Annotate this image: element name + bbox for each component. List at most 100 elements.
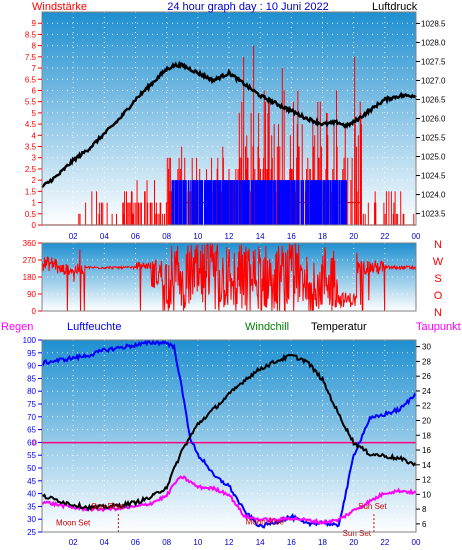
pressure-tick-label: 1025.0 — [421, 153, 446, 162]
temperature-tick-label: 16 — [422, 446, 431, 455]
direction-tick-label: 270 — [23, 256, 37, 265]
wind-axis-ticks: 0 0.5 1 1.5 2 2.5 3 3.5 4 4.5 5 5.5 6 6.5 7 7.5 8 8.5 9 — [25, 19, 42, 230]
wind-tick-label: 8 — [32, 42, 37, 51]
humidity-tick-label: 45 — [27, 477, 36, 486]
humidity-tick-label: 95 — [27, 349, 36, 358]
time-tick-label: 16 — [287, 232, 296, 241]
compass-label: N — [434, 307, 442, 319]
compass-label: O — [434, 290, 443, 302]
time-tick-label: 20 — [349, 232, 358, 241]
pressure-tick-label: 1026.0 — [421, 115, 446, 124]
pressure-tick-label: 1024.0 — [421, 191, 446, 200]
pressure-tick-label: 1028.0 — [421, 38, 446, 47]
time-tick-label: 10 — [193, 538, 202, 547]
temperature-tick-label: 18 — [422, 431, 431, 440]
legend-temperatur: Temperatur — [311, 321, 367, 333]
wind-tick-label: 3 — [32, 154, 37, 163]
sun-moon-annotation: Moon Set — [56, 519, 91, 528]
time-axis-ticks-top: 02 04 06 08 10 12 14 16 18 20 22 00 — [69, 232, 421, 241]
compass-label: N — [434, 239, 442, 251]
direction-tick-label: 0 — [32, 307, 37, 316]
wind-tick-label: 0.5 — [25, 210, 37, 219]
time-tick-label: 18 — [318, 538, 327, 547]
wind-tick-label: 5.5 — [25, 98, 37, 107]
humidity-line — [41, 339, 417, 529]
humidity-tick-label: 50 — [27, 464, 36, 473]
wind-tick-label: 5 — [32, 109, 37, 118]
time-tick-label: 06 — [131, 232, 140, 241]
header-title: 24 hour graph day : 10 Juni 2022 — [167, 1, 328, 13]
compass-label: W — [433, 256, 444, 268]
temperature-tick-label: 24 — [422, 387, 431, 396]
humidity-tick-label: 55 — [27, 451, 36, 460]
time-tick-label: 22 — [380, 232, 389, 241]
wind-tick-label: 1.5 — [25, 187, 37, 196]
humidity-tick-label: 25 — [27, 528, 36, 537]
wind-tick-label: 4 — [32, 131, 37, 140]
sun-moon-annotation: Sun Rise — [91, 502, 124, 511]
humidity-tick-label: 85 — [27, 374, 36, 383]
zero-line-label: 0 — [33, 439, 38, 448]
legend-windchill: Windchill — [245, 321, 289, 333]
temperature-axis-ticks: 6 8 10 12 14 16 18 20 22 24 26 28 30 — [416, 343, 431, 529]
temperature-tick-label: 12 — [422, 476, 431, 485]
sun-moon-annotation: Moon Rise — [246, 517, 285, 526]
wind-tick-label: 0 — [32, 221, 37, 230]
direction-axis-ticks: 0 90 180 270 360 — [23, 239, 42, 316]
wind-direction-line — [41, 242, 417, 313]
temperature-line — [41, 353, 417, 512]
panel-wind-pressure: 0 0.5 1 1.5 2 2.5 3 3.5 4 4.5 5 5.5 6 6.5 7 7.5 8 8.5 9 10… — [25, 11, 446, 241]
time-tick-label: 10 — [193, 232, 202, 241]
sun-moon-annotation: Sun Set — [343, 529, 372, 538]
temperature-tick-label: 10 — [422, 490, 431, 499]
time-tick-label: 22 — [380, 538, 389, 547]
temperature-tick-label: 20 — [422, 416, 431, 425]
pressure-tick-label: 1025.5 — [421, 134, 446, 143]
time-tick-label: 02 — [69, 538, 78, 547]
humidity-tick-label: 70 — [27, 413, 36, 422]
humidity-tick-label: 100 — [23, 336, 37, 345]
humidity-axis-ticks: 25 30 35 40 45 50 55 60 65 70 75 80 85 90 95 100 — [23, 336, 42, 537]
time-tick-label: 08 — [162, 538, 171, 547]
wind-tick-label: 7 — [32, 64, 37, 73]
time-tick-label: 12 — [225, 232, 234, 241]
time-tick-label: 04 — [100, 538, 109, 547]
legend-regen: Regen — [1, 321, 33, 333]
wind-tick-label: 8.5 — [25, 30, 37, 39]
wind-tick-label: 2 — [32, 176, 37, 185]
time-tick-label: 14 — [256, 232, 265, 241]
pressure-tick-label: 1024.5 — [421, 172, 446, 181]
panel-wind-grid — [42, 12, 417, 226]
temperature-tick-label: 28 — [422, 357, 431, 366]
direction-tick-label: 360 — [23, 239, 37, 248]
time-tick-label: 14 — [256, 538, 265, 547]
humidity-tick-label: 35 — [27, 502, 36, 511]
wind-tick-label: 2.5 — [25, 165, 37, 174]
panel-temp-frame — [41, 339, 417, 533]
temperature-tick-label: 30 — [422, 343, 431, 352]
wind-tick-label: 6 — [32, 86, 37, 95]
pressure-tick-label: 1027.0 — [421, 76, 446, 85]
time-axis-ticks-bottom: 02 04 06 08 10 12 14 16 18 20 22 00 — [69, 538, 421, 547]
pressure-tick-label: 1028.5 — [421, 19, 446, 28]
temperature-tick-label: 14 — [422, 461, 431, 470]
time-tick-label: 20 — [349, 538, 358, 547]
wind-tick-label: 9 — [32, 19, 37, 28]
temperature-tick-label: 8 — [422, 505, 427, 514]
humidity-tick-label: 40 — [27, 490, 36, 499]
header-wind-label: Windstärke — [32, 1, 87, 13]
humidity-tick-label: 80 — [27, 387, 36, 396]
pressure-tick-label: 1026.5 — [421, 95, 446, 104]
legend-taupunkt: Taupunkt — [416, 321, 461, 333]
temperature-tick-label: 26 — [422, 372, 431, 381]
humidity-tick-label: 30 — [27, 515, 36, 524]
direction-tick-label: 90 — [27, 290, 36, 299]
wind-tick-label: 3.5 — [25, 143, 37, 152]
sun-moon-annotation: Sun Set — [358, 502, 387, 511]
time-tick-label: 00 — [412, 538, 421, 547]
